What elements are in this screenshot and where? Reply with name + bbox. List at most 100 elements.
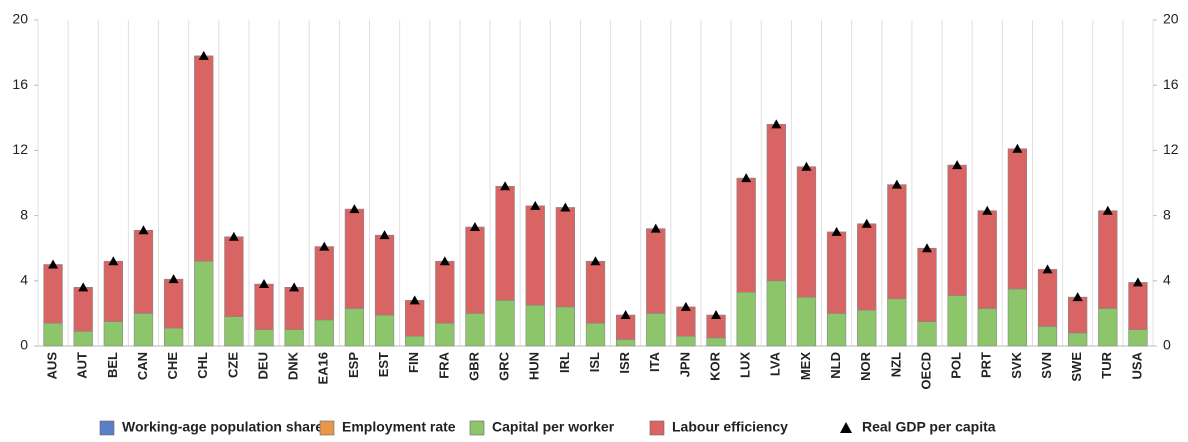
bar-segment <box>917 247 937 322</box>
x-tick-label: LUX <box>738 352 753 378</box>
bar-segment <box>103 260 123 322</box>
marker <box>48 259 59 269</box>
marker <box>831 226 842 236</box>
marker <box>108 256 119 266</box>
x-tick-label: OECD <box>918 352 933 390</box>
marker <box>771 119 782 129</box>
y-tick-label: 12 <box>12 141 28 157</box>
legend-label: Employment rate <box>342 419 456 435</box>
marker <box>650 223 661 233</box>
bar-segment <box>465 226 485 314</box>
marker <box>198 50 209 60</box>
bar-segment <box>1037 326 1058 347</box>
x-tick-label: ITA <box>647 351 662 372</box>
x-tick-label: KOR <box>707 351 722 381</box>
bar-segment <box>1068 296 1088 334</box>
bar-segment <box>163 278 184 329</box>
bar-segment <box>857 309 877 347</box>
y2-tick-label: 12 <box>1163 141 1179 157</box>
marker <box>1012 143 1023 153</box>
marker <box>952 160 963 170</box>
bar-segment <box>706 337 726 347</box>
x-tick-label: AUT <box>75 352 90 379</box>
bar-segment <box>796 166 817 298</box>
y-tick-label: 0 <box>20 337 28 353</box>
y-tick-label: 4 <box>20 272 28 288</box>
bar-segment <box>977 210 997 309</box>
legend-marker <box>840 422 852 433</box>
bar-segment <box>615 339 636 347</box>
bar-segment <box>194 55 214 262</box>
marker <box>590 256 601 266</box>
y2-tick-label: 4 <box>1163 272 1171 288</box>
x-tick-label: HUN <box>527 352 542 380</box>
bar-segment <box>435 260 455 324</box>
bar-segment <box>676 335 696 347</box>
marker <box>711 310 722 320</box>
bar-segment <box>314 319 334 347</box>
bar-segment <box>465 313 485 347</box>
y2-tick-label: 0 <box>1163 337 1171 353</box>
bar-segment <box>314 246 334 321</box>
legend-label: Working-age population share <box>122 419 323 435</box>
marker <box>259 279 270 289</box>
x-tick-label: JPN <box>677 352 692 377</box>
marker <box>78 282 89 292</box>
bar-segment <box>766 124 786 282</box>
bar-segment <box>254 329 274 347</box>
bar-segment <box>676 306 696 337</box>
x-tick-label: DNK <box>286 351 301 380</box>
marker <box>741 173 752 183</box>
x-tick-label: SVN <box>1039 352 1054 379</box>
x-tick-label: TUR <box>1099 351 1114 378</box>
bar-segment <box>374 314 395 347</box>
bar-segment <box>796 296 817 347</box>
marker <box>982 205 993 215</box>
marker <box>349 204 360 214</box>
bar-segment <box>1007 148 1028 290</box>
marker <box>530 200 541 210</box>
marker <box>1102 205 1113 215</box>
marker <box>500 181 511 191</box>
x-tick-label: NOR <box>858 351 873 381</box>
bar-segment <box>1128 329 1148 347</box>
bar-segment <box>435 322 455 347</box>
bar-segment <box>857 223 877 311</box>
bar-segment <box>495 300 515 347</box>
bar-segment <box>555 207 576 308</box>
bar-segment <box>405 300 425 337</box>
x-tick-label: LVA <box>768 351 783 376</box>
x-tick-label: GRC <box>497 351 512 381</box>
marker <box>289 282 300 292</box>
legend-label: Real GDP per capita <box>862 419 996 435</box>
bar-segment <box>1128 282 1148 330</box>
x-tick-label: FRA <box>436 351 451 378</box>
marker <box>138 225 149 235</box>
bar-segment <box>826 231 847 314</box>
bar-segment <box>224 316 244 347</box>
marker <box>439 256 450 266</box>
marker <box>680 301 691 311</box>
x-tick-label: CZE <box>225 352 240 378</box>
bar-segment <box>766 280 786 347</box>
bar-segment <box>585 260 606 324</box>
marker <box>228 231 239 241</box>
marker <box>168 274 179 284</box>
x-tick-label: CHE <box>165 352 180 380</box>
bar-segment <box>1037 269 1058 327</box>
bar-segment <box>646 228 666 314</box>
bar-segment <box>736 177 756 293</box>
y2-tick-label: 20 <box>1163 11 1179 27</box>
marker <box>379 230 390 240</box>
legend-swatch <box>469 420 485 436</box>
x-tick-label: PRT <box>979 352 994 378</box>
x-tick-label: FIN <box>406 352 421 373</box>
y-tick-label: 20 <box>12 11 28 27</box>
bar-segment <box>826 313 847 347</box>
bar-segment <box>1098 308 1118 347</box>
x-tick-label: IRL <box>557 352 572 373</box>
x-tick-label: GBR <box>466 351 481 381</box>
x-tick-label: NLD <box>828 352 843 379</box>
bar-segment <box>73 287 93 332</box>
legend-swatch <box>99 420 115 436</box>
